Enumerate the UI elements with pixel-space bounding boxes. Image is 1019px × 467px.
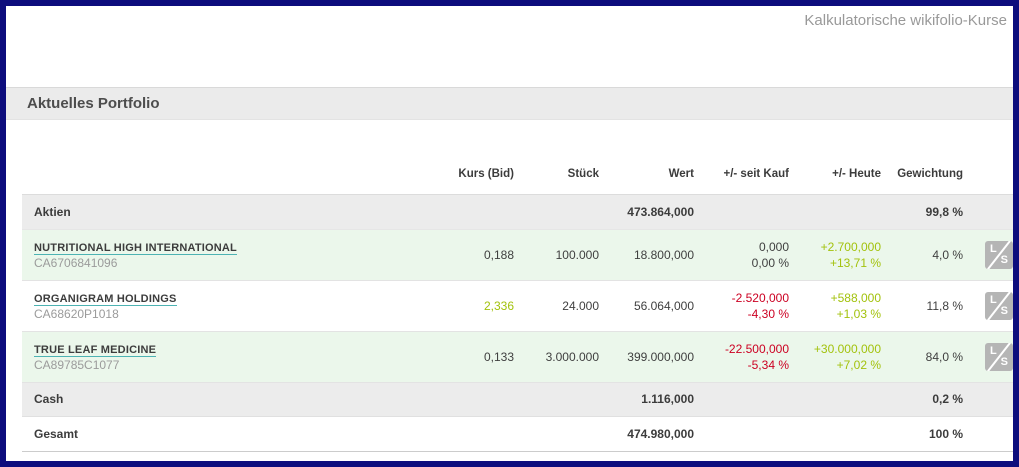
- heute-pct: +7,02 %: [836, 357, 881, 372]
- stueck-value: 24.000: [562, 298, 599, 313]
- heute-cell: +2.700,000 +13,71 %: [789, 229, 881, 280]
- seit-kauf-pct: -5,34 %: [747, 357, 789, 372]
- top-header: Kalkulatorische wikifolio-Kurse: [6, 6, 1013, 87]
- long-icon: L: [990, 344, 997, 357]
- stueck-value: 3.000.000: [545, 349, 599, 364]
- seit-kauf-cell: -2.520,000 -4,30 %: [694, 280, 789, 331]
- header-gewichtung: Gewichtung: [897, 167, 963, 180]
- heute-cell: +588,000 +1,03 %: [789, 280, 881, 331]
- long-icon: L: [990, 293, 997, 306]
- long-icon: L: [990, 242, 997, 255]
- gewichtung-value: 84,0 %: [925, 349, 963, 364]
- heute-pct: +1,03 %: [836, 306, 881, 321]
- position-isin: CA6706841096: [34, 255, 118, 270]
- header-seit-kauf: +/- seit Kauf: [723, 167, 789, 180]
- kurs-value: 0,188: [483, 247, 514, 262]
- cash-gewichtung: 0,2 %: [932, 392, 963, 406]
- position-row: TRUE LEAF MEDICINE CA89785C1077 0,133 3.…: [22, 331, 1013, 382]
- section-header-band: Aktuelles Portfolio: [6, 87, 1013, 120]
- position-isin: CA89785C1077: [34, 357, 120, 372]
- total-label: Gesamt: [34, 426, 79, 441]
- wert-value: 56.064,000: [633, 298, 694, 313]
- position-isin: CA68620P1018: [34, 306, 119, 321]
- gewichtung-value: 11,8 %: [926, 298, 963, 313]
- header-name-col: [22, 148, 422, 194]
- heute-abs: +588,000: [830, 290, 881, 305]
- header-kurs: Kurs (Bid): [458, 167, 514, 180]
- long-short-trade-badge[interactable]: L S: [985, 342, 1013, 371]
- group-wert: 473.864,000: [627, 204, 694, 219]
- header-stueck: Stück: [567, 167, 599, 180]
- heute-abs: +2.700,000: [820, 239, 881, 254]
- gewichtung-value: 4,0 %: [932, 247, 963, 262]
- group-gewichtung: 99,8 %: [925, 204, 963, 219]
- group-label: Aktien: [34, 204, 71, 219]
- cash-wert: 1.116,000: [641, 392, 694, 406]
- position-row: NUTRITIONAL HIGH INTERNATIONAL CA6706841…: [22, 229, 1013, 280]
- aktien-group-row: Aktien 473.864,000 99,8 %: [22, 194, 1013, 229]
- position-row: ORGANIGRAM HOLDINGS CA68620P1018 2,336 2…: [22, 280, 1013, 331]
- total-wert: 474.980,000: [627, 426, 694, 441]
- seit-kauf-pct: -4,30 %: [747, 306, 789, 321]
- seit-kauf-pct: 0,00 %: [751, 255, 789, 270]
- header-wert: Wert: [668, 167, 694, 180]
- section-title: Aktuelles Portfolio: [27, 95, 160, 112]
- cash-label: Cash: [34, 392, 64, 406]
- kurs-value: 2,336: [483, 298, 514, 313]
- seit-kauf-cell: -22.500,000 -5,34 %: [694, 331, 789, 382]
- position-name-link[interactable]: TRUE LEAF MEDICINE: [34, 343, 157, 357]
- header-heute: +/- Heute: [832, 167, 881, 180]
- wert-value: 18.800,000: [633, 247, 694, 262]
- seit-kauf-abs: -22.500,000: [724, 341, 789, 356]
- heute-pct: +13,71 %: [829, 255, 881, 270]
- seit-kauf-abs: 0,000: [758, 239, 789, 254]
- heute-cell: +30.000,000 +7,02 %: [789, 331, 881, 382]
- long-short-trade-badge[interactable]: L S: [985, 291, 1013, 320]
- short-icon: S: [1000, 253, 1008, 266]
- position-name-link[interactable]: NUTRITIONAL HIGH INTERNATIONAL: [34, 241, 237, 255]
- kalkulatorische-kurse-label: Kalkulatorische wikifolio-Kurse: [804, 12, 1007, 29]
- total-row: Gesamt 474.980,000 100 %: [22, 416, 1013, 451]
- short-icon: S: [1000, 355, 1008, 368]
- cash-row: Cash 1.116,000 0,2 %: [22, 382, 1013, 416]
- stueck-value: 100.000: [555, 247, 599, 262]
- seit-kauf-abs: -2.520,000: [731, 290, 789, 305]
- portfolio-table: Kurs (Bid) Stück Wert +/- seit Kauf +/- …: [22, 148, 1013, 452]
- heute-abs: +30.000,000: [813, 341, 881, 356]
- header-badge-col: [963, 148, 1013, 194]
- wert-value: 399.000,000: [627, 349, 694, 364]
- short-icon: S: [1000, 304, 1008, 317]
- total-gewichtung: 100 %: [928, 426, 963, 441]
- table-header-row: Kurs (Bid) Stück Wert +/- seit Kauf +/- …: [22, 148, 1013, 194]
- position-name-link[interactable]: ORGANIGRAM HOLDINGS: [34, 292, 177, 306]
- long-short-trade-badge[interactable]: L S: [985, 240, 1013, 269]
- kurs-value: 0,133: [483, 349, 514, 364]
- seit-kauf-cell: 0,000 0,00 %: [694, 229, 789, 280]
